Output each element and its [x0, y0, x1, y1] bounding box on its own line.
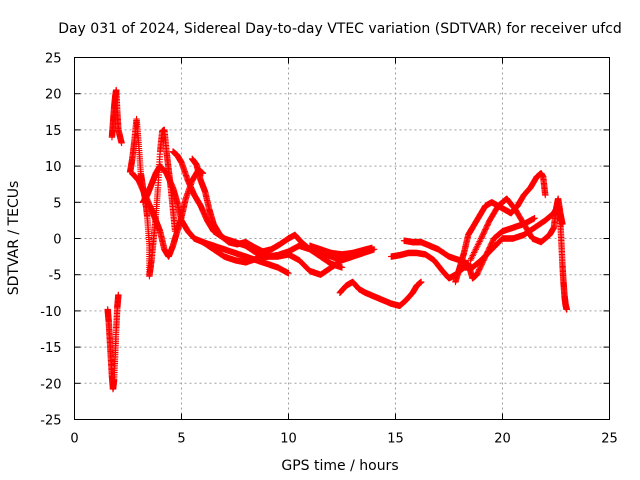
y-tick-label: -5	[49, 269, 62, 284]
y-tick-label: 5	[53, 196, 61, 211]
x-tick-label: 15	[387, 432, 404, 447]
y-tick-label: -25	[40, 414, 61, 429]
x-tick-label: 0	[70, 432, 78, 447]
data-point	[471, 247, 479, 255]
series-arc7	[189, 155, 346, 271]
data-point	[563, 306, 570, 313]
x-axis-label: GPS time / hours	[281, 458, 398, 474]
data-point	[467, 255, 475, 262]
y-axis-label: SDTVAR / TECUs	[6, 181, 22, 296]
y-tick-label: -20	[40, 377, 61, 392]
x-tick-label: 20	[494, 432, 511, 447]
data-point	[477, 236, 484, 244]
x-tick-label: 10	[280, 432, 297, 447]
x-axis: 0 5 10 15 20 25	[70, 57, 618, 447]
data-point	[542, 191, 549, 199]
data-point	[469, 252, 476, 259]
series-arc15	[477, 202, 570, 313]
y-tick-label: -15	[40, 341, 61, 356]
data-point	[474, 241, 482, 248]
data-point	[285, 270, 292, 277]
series-arc5	[139, 162, 292, 277]
data-point	[471, 249, 478, 256]
series-arc10	[336, 278, 425, 310]
data-point	[472, 246, 479, 253]
y-tick-label: 0	[53, 233, 61, 248]
x-tick-label: 25	[601, 432, 618, 447]
data-point	[467, 257, 474, 264]
data-point	[473, 244, 480, 252]
y-tick-label: 20	[45, 88, 62, 103]
y-tick-label: -10	[40, 305, 61, 320]
data-points	[104, 86, 570, 393]
data-point	[118, 139, 125, 147]
series-arc2	[108, 86, 125, 147]
data-point	[417, 278, 425, 286]
data-point	[474, 243, 481, 250]
series-arc12	[400, 215, 538, 282]
series-arc9	[306, 242, 376, 258]
chart-title: Day 031 of 2024, Sidereal Day-to-day VTE…	[58, 21, 622, 37]
y-tick-label: 15	[45, 124, 62, 139]
data-point	[470, 250, 477, 258]
data-point	[476, 238, 483, 245]
y-tick-label: 25	[45, 52, 62, 67]
y-tick-label: 10	[45, 160, 62, 175]
y-axis: -25 -20 -15 -10 -5 0 5 10 15 20 25	[40, 52, 610, 429]
data-point	[468, 253, 476, 261]
series-arc1	[104, 291, 122, 393]
data-point	[475, 239, 483, 247]
data-point	[338, 264, 346, 271]
data-point	[115, 291, 122, 299]
data-point	[531, 215, 538, 222]
series-arc4	[129, 166, 207, 260]
x-tick-label: 5	[177, 432, 185, 447]
data-point	[368, 244, 376, 252]
